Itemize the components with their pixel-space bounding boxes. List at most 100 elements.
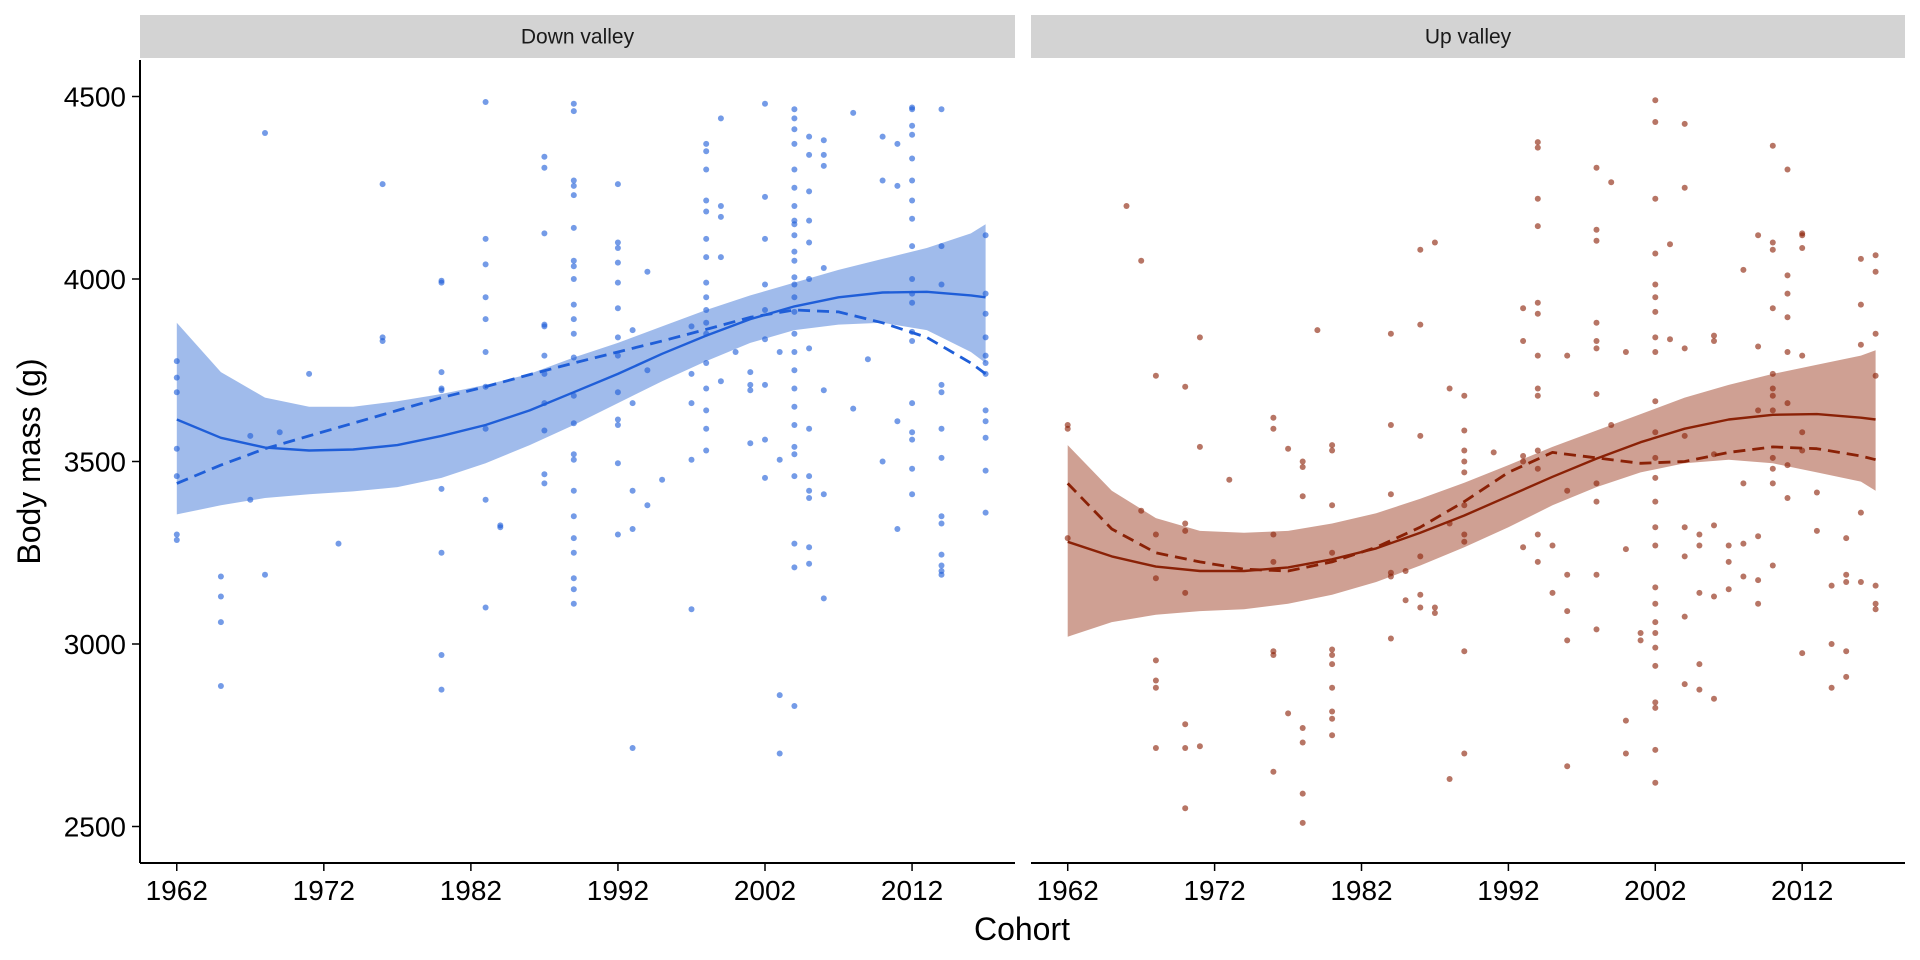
data-point (614, 460, 621, 467)
data-point (1299, 739, 1306, 746)
data-point (1534, 310, 1541, 317)
data-point (570, 301, 577, 308)
data-point (791, 115, 798, 122)
data-point (614, 352, 621, 359)
data-point (1667, 241, 1673, 248)
data-point (791, 106, 798, 113)
data-point (1755, 533, 1762, 540)
data-point (1387, 330, 1394, 337)
data-point (1182, 721, 1189, 728)
data-point (1564, 608, 1571, 615)
data-point (173, 389, 180, 396)
data-point (909, 155, 916, 162)
data-point (1520, 544, 1527, 551)
data-point (909, 465, 916, 472)
x-tick-label: 1992 (587, 875, 649, 906)
data-point (1329, 442, 1336, 449)
data-point (482, 235, 489, 242)
data-point (570, 535, 577, 542)
data-point (1285, 445, 1292, 452)
data-point (1652, 779, 1659, 786)
facet-strip-label: Up valley (1425, 26, 1512, 49)
data-point (1593, 571, 1600, 578)
data-point (1857, 301, 1864, 308)
data-point (1652, 600, 1659, 607)
data-point (1446, 385, 1453, 392)
data-point (1769, 480, 1776, 487)
data-point (909, 106, 916, 113)
data-point (1152, 677, 1159, 684)
data-point (1872, 582, 1879, 589)
data-point (762, 336, 768, 343)
data-point (1769, 142, 1776, 149)
data-point (1564, 571, 1571, 578)
data-point (1534, 139, 1541, 146)
data-point (173, 445, 180, 452)
data-point (791, 367, 798, 374)
data-point (644, 367, 651, 374)
data-point (703, 385, 710, 392)
data-point (1152, 745, 1159, 751)
data-point (438, 369, 445, 376)
data-point (1637, 630, 1644, 636)
data-point (482, 99, 489, 105)
data-point (1828, 582, 1835, 589)
data-point (717, 213, 724, 220)
data-point (938, 243, 945, 250)
data-point (762, 381, 768, 388)
data-point (1152, 531, 1159, 538)
data-point (909, 197, 916, 204)
data-point (703, 407, 710, 414)
data-point (688, 323, 695, 330)
data-point (938, 551, 945, 558)
data-point (1696, 531, 1703, 538)
data-point (570, 354, 577, 361)
confidence-band (176, 224, 986, 515)
data-point (791, 166, 798, 173)
data-point (276, 429, 283, 436)
data-point (1696, 661, 1703, 668)
data-point (1843, 579, 1850, 585)
data-point (1725, 542, 1732, 549)
data-point (1872, 252, 1879, 259)
data-point (1182, 745, 1189, 751)
data-point (1564, 352, 1571, 359)
data-point (762, 307, 768, 313)
data-point (938, 281, 945, 288)
data-point (173, 531, 180, 538)
data-point (791, 126, 798, 133)
data-point (806, 133, 813, 140)
data-point (1740, 480, 1747, 487)
data-point (614, 334, 621, 341)
data-point (1431, 604, 1438, 611)
data-point (1711, 522, 1717, 529)
data-point (1769, 385, 1776, 392)
x-tick-label: 2002 (1624, 875, 1686, 906)
data-point (1314, 327, 1321, 334)
data-point (247, 432, 254, 439)
data-point (791, 703, 798, 709)
data-point (791, 349, 798, 355)
data-point (1696, 542, 1703, 549)
data-point (1402, 568, 1409, 574)
data-point (1843, 571, 1850, 578)
data-point (894, 182, 901, 189)
data-point (482, 294, 489, 301)
data-point (806, 495, 813, 501)
data-point (806, 560, 813, 567)
data-point (1813, 489, 1820, 496)
data-point (1799, 232, 1806, 239)
data-point (791, 443, 798, 450)
data-point (1652, 308, 1659, 315)
data-point (1740, 540, 1747, 547)
data-point (570, 108, 577, 115)
data-point (791, 330, 798, 337)
data-point (1872, 600, 1879, 607)
data-point (1182, 383, 1189, 390)
data-point (806, 473, 813, 480)
data-point (879, 133, 886, 140)
data-point (1446, 776, 1453, 782)
data-point (1652, 334, 1659, 341)
data-point (703, 166, 710, 173)
